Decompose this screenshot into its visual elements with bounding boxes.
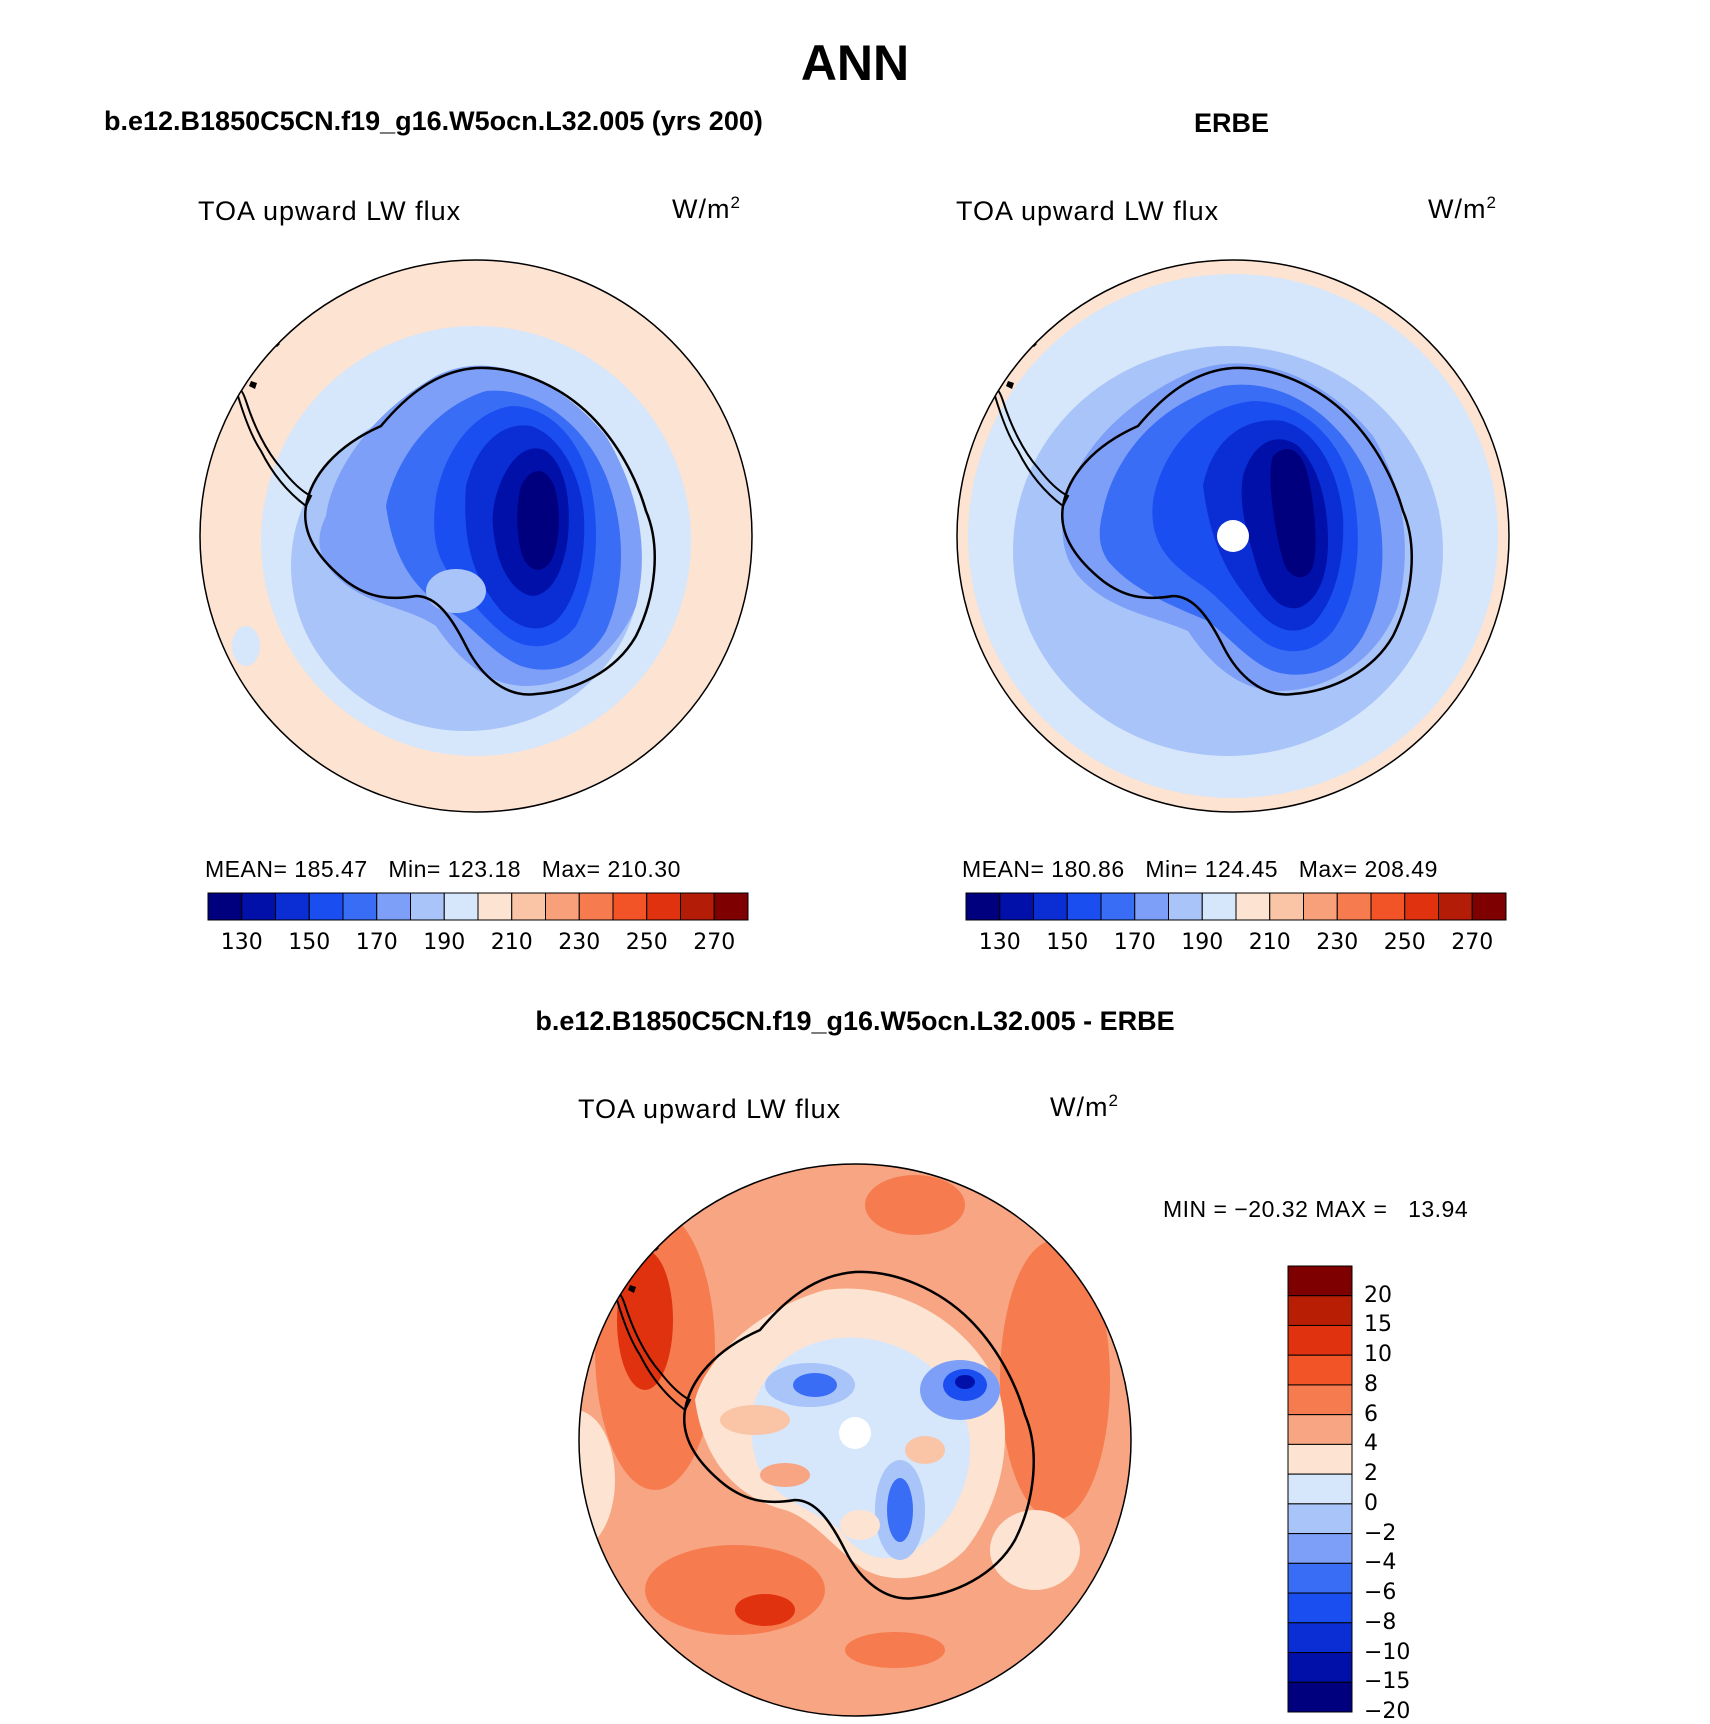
diff-colorbar-tick-label: −4 bbox=[1364, 1550, 1397, 1576]
left-colorbar-swatch bbox=[545, 892, 580, 921]
right-colorbar-swatch bbox=[965, 892, 1001, 921]
left-colorbar-swatch bbox=[410, 892, 445, 921]
right-colorbar-swatch bbox=[1168, 892, 1203, 921]
left-colorbar-swatch bbox=[578, 892, 614, 921]
left-colorbar-swatch bbox=[342, 892, 378, 921]
diff-colorbar-swatch bbox=[1287, 1473, 1353, 1505]
diff-colorbar-swatch bbox=[1287, 1652, 1353, 1683]
left-colorbar-swatch bbox=[443, 892, 479, 921]
diff-colorbar-tick-label: −20 bbox=[1364, 1699, 1411, 1724]
left-panel-units: W/m2 bbox=[672, 193, 741, 224]
left-colorbar-tick-label: 190 bbox=[423, 930, 466, 955]
diff-colorbar-tick-label: −2 bbox=[1364, 1520, 1397, 1546]
left-colorbar-swatch bbox=[207, 892, 243, 921]
right-colorbar-swatch bbox=[1404, 892, 1439, 921]
right-colorbar-tick-label: 210 bbox=[1248, 930, 1291, 955]
diff-colorbar-tick-label: 0 bbox=[1364, 1490, 1378, 1516]
left-colorbar-swatch bbox=[680, 892, 715, 921]
right-colorbar-swatch bbox=[1303, 892, 1338, 921]
left-colorbar-swatch bbox=[713, 892, 749, 921]
left-colorbar-swatch bbox=[308, 892, 344, 921]
left-colorbar-tick-label: 250 bbox=[625, 930, 668, 955]
right-colorbar-tick-label: 270 bbox=[1451, 930, 1494, 955]
diff-colorbar-swatch bbox=[1287, 1503, 1353, 1535]
diff-colorbar-tick-label: 4 bbox=[1364, 1431, 1378, 1457]
diff-colorbar-swatch bbox=[1287, 1265, 1353, 1297]
diff-colorbar-tick-label: −15 bbox=[1364, 1669, 1411, 1695]
right-colorbar-swatch bbox=[1471, 892, 1507, 921]
right-colorbar-tick-label: 170 bbox=[1113, 930, 1156, 955]
diff-colorbar-tick-label: 10 bbox=[1364, 1342, 1392, 1368]
left-colorbar bbox=[207, 892, 749, 921]
diff-panel-minmax: MIN = −20.32 MAX = 13.94 bbox=[1163, 1196, 1469, 1222]
diff-colorbar bbox=[1287, 1265, 1353, 1713]
diff-colorbar-tick-label: 8 bbox=[1364, 1371, 1378, 1397]
diff-map bbox=[578, 1163, 1132, 1717]
diff-colorbar-swatch bbox=[1287, 1562, 1353, 1594]
diff-colorbar-swatch bbox=[1287, 1295, 1353, 1326]
right-colorbar-swatch bbox=[1438, 892, 1473, 921]
diff-colorbar-tick-label: −6 bbox=[1364, 1580, 1397, 1606]
diff-colorbar-swatch bbox=[1287, 1443, 1353, 1475]
diff-colorbar-swatch bbox=[1287, 1414, 1353, 1445]
left-colorbar-tick-label: 210 bbox=[490, 930, 533, 955]
left-colorbar-tick-label: 170 bbox=[355, 930, 398, 955]
left-colorbar-tick-label: 130 bbox=[220, 930, 263, 955]
right-panel-units: W/m2 bbox=[1428, 193, 1497, 224]
diff-colorbar-tick-label: 6 bbox=[1364, 1401, 1378, 1427]
diff-colorbar-swatch bbox=[1287, 1384, 1353, 1416]
diff-panel-units: W/m2 bbox=[1050, 1091, 1119, 1122]
left-panel-variable: TOA upward LW flux bbox=[198, 196, 462, 226]
right-colorbar-tick-label: 250 bbox=[1383, 930, 1426, 955]
right-colorbar-swatch bbox=[1134, 892, 1169, 921]
right-colorbar-swatch bbox=[1269, 892, 1304, 921]
right-colorbar-swatch bbox=[1100, 892, 1136, 921]
right-colorbar-swatch bbox=[1370, 892, 1406, 921]
left-panel-stats: MEAN= 185.47 Min= 123.18 Max= 210.30 bbox=[205, 856, 681, 882]
right-colorbar-swatch bbox=[1201, 892, 1237, 921]
right-map bbox=[956, 259, 1510, 813]
left-colorbar-swatch bbox=[376, 892, 411, 921]
diff-colorbar-swatch bbox=[1287, 1354, 1353, 1386]
left-colorbar-tick-label: 270 bbox=[693, 930, 736, 955]
left-colorbar-swatch bbox=[477, 892, 513, 921]
left-colorbar-swatch bbox=[612, 892, 648, 921]
right-panel-case-title: ERBE bbox=[1194, 108, 1270, 138]
right-panel-stats: MEAN= 180.86 Min= 124.45 Max= 208.49 bbox=[962, 856, 1438, 882]
right-colorbar-tick-label: 130 bbox=[978, 930, 1021, 955]
diff-colorbar-swatch bbox=[1287, 1622, 1353, 1654]
left-colorbar-tick-label: 230 bbox=[558, 930, 601, 955]
right-colorbar-tick-label: 230 bbox=[1316, 930, 1359, 955]
right-colorbar-swatch bbox=[1235, 892, 1271, 921]
diff-colorbar-tick-label: −8 bbox=[1364, 1609, 1397, 1635]
diff-colorbar-swatch bbox=[1287, 1324, 1353, 1356]
diff-colorbar-swatch bbox=[1287, 1681, 1353, 1713]
left-panel-case-title: b.e12.B1850C5CN.f19_g16.W5ocn.L32.005 (y… bbox=[104, 106, 763, 136]
figure-title: ANN bbox=[800, 35, 910, 91]
diff-colorbar-tick-label: −10 bbox=[1364, 1639, 1411, 1665]
left-colorbar-swatch bbox=[275, 892, 310, 921]
left-colorbar-swatch bbox=[511, 892, 546, 921]
right-colorbar-swatch bbox=[1033, 892, 1068, 921]
diff-colorbar-tick-label: 2 bbox=[1364, 1461, 1378, 1487]
right-colorbar bbox=[965, 892, 1507, 921]
right-colorbar-swatch bbox=[1336, 892, 1372, 921]
diff-colorbar-tick-label: 15 bbox=[1364, 1312, 1392, 1338]
diff-colorbar-swatch bbox=[1287, 1592, 1353, 1624]
right-panel-variable: TOA upward LW flux bbox=[956, 196, 1220, 226]
right-colorbar-tick-label: 190 bbox=[1181, 930, 1224, 955]
left-map bbox=[199, 259, 753, 813]
right-colorbar-swatch bbox=[999, 892, 1034, 921]
diff-panel-variable: TOA upward LW flux bbox=[578, 1094, 842, 1124]
left-colorbar-swatch bbox=[646, 892, 681, 921]
right-colorbar-swatch bbox=[1066, 892, 1102, 921]
diff-colorbar-swatch bbox=[1287, 1533, 1353, 1564]
diff-colorbar-tick-label: 20 bbox=[1364, 1282, 1392, 1308]
diff-panel-case-title: b.e12.B1850C5CN.f19_g16.W5ocn.L32.005 - … bbox=[535, 1006, 1175, 1036]
left-colorbar-swatch bbox=[241, 892, 276, 921]
right-colorbar-tick-label: 150 bbox=[1046, 930, 1089, 955]
left-colorbar-tick-label: 150 bbox=[288, 930, 331, 955]
